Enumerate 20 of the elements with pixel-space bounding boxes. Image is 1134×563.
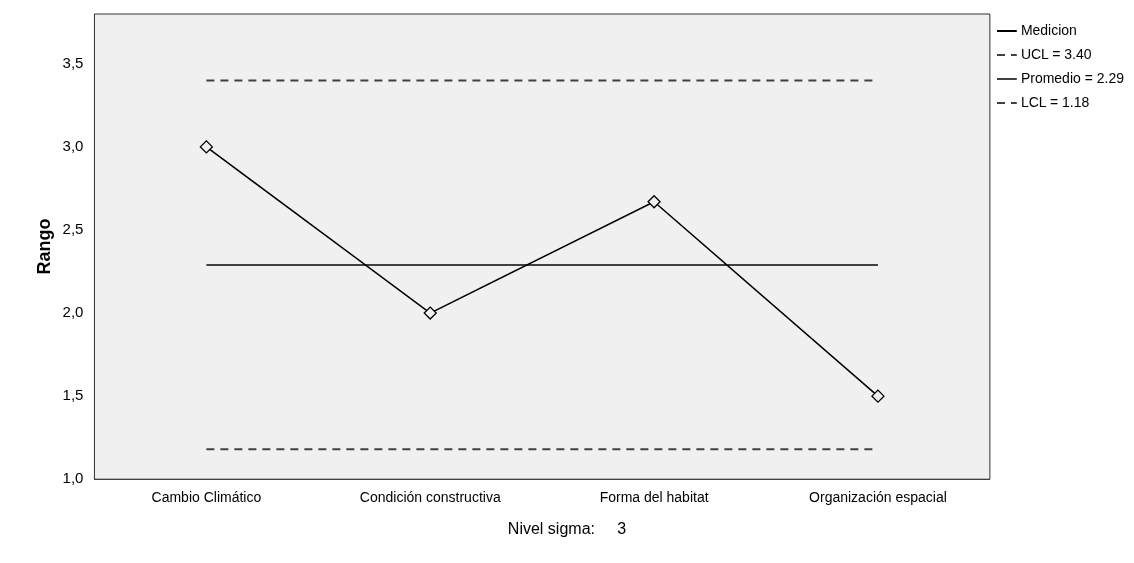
x-tick-label: Condición constructiva	[359, 489, 501, 506]
legend-label: Medicion	[1020, 21, 1077, 38]
y-tick-label: 1,5	[62, 386, 84, 404]
y-tick-label: 3,5	[62, 53, 84, 71]
y-tick-label: 3,0	[62, 137, 84, 155]
x-tick-label: Forma del habitat	[599, 489, 709, 506]
y-tick-label: 2,5	[62, 220, 84, 238]
legend-label: Promedio = 2.29	[1020, 69, 1125, 86]
point	[199, 140, 214, 154]
x-tick-label: Cambio Climático	[151, 489, 262, 506]
text: Nivel sigma: 3	[506, 520, 628, 538]
y-tick-label: 1,0	[62, 469, 84, 487]
legend-label: LCL = 1.18	[1020, 93, 1090, 110]
point	[423, 306, 437, 320]
y-axis-title: Rango	[33, 218, 54, 275]
y-tick-label: 2,0	[62, 303, 84, 321]
x-tick-label: Organización espacial	[809, 489, 947, 506]
point	[647, 195, 661, 209]
legend-label: UCL = 3.40	[1020, 45, 1092, 62]
point	[871, 389, 885, 403]
